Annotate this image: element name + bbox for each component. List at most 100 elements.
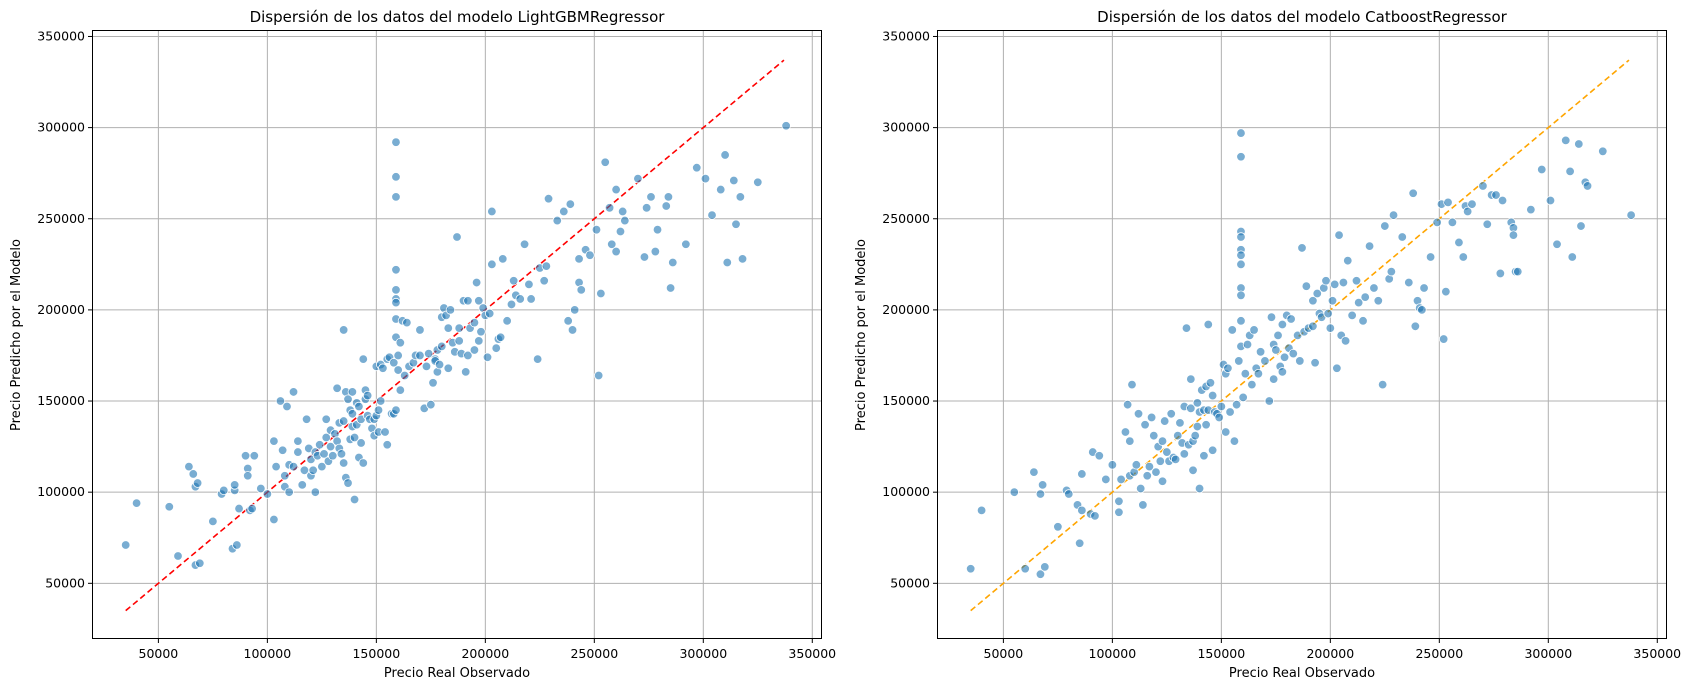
lightgbm-data-point bbox=[502, 316, 512, 326]
catboost-data-point bbox=[1419, 283, 1429, 293]
catboost-data-point bbox=[1234, 356, 1244, 366]
lightgbm-data-point bbox=[229, 480, 240, 490]
lightgbm-data-point bbox=[399, 370, 410, 381]
catboost-data-point bbox=[1388, 210, 1399, 220]
lightgbm-data-point bbox=[781, 121, 791, 131]
lightgbm-data-point bbox=[565, 199, 576, 209]
lightgbm-data-point bbox=[164, 502, 174, 512]
lightgbm-data-point bbox=[277, 445, 288, 455]
lightgbm-data-point bbox=[395, 338, 406, 348]
lightgbm-data-point bbox=[722, 257, 732, 268]
catboost-data-point bbox=[1175, 418, 1185, 428]
lightgbm-data-point bbox=[615, 226, 626, 237]
catboost-data-point bbox=[1397, 232, 1407, 242]
lightgbm-data-point bbox=[358, 458, 368, 468]
catboost-points bbox=[965, 128, 1636, 579]
catboost-data-point bbox=[1207, 390, 1218, 401]
lightgbm-data-point bbox=[393, 365, 403, 375]
catboost-data-point bbox=[1207, 445, 1218, 455]
catboost-data-point bbox=[1181, 323, 1192, 333]
lightgbm-data-point bbox=[661, 201, 671, 211]
lightgbm-data-point bbox=[402, 317, 412, 328]
lightgbm-data-point bbox=[737, 254, 748, 264]
lightgbm-data-point bbox=[574, 254, 584, 264]
lightgbm-data-point bbox=[633, 173, 643, 184]
catboost-data-point bbox=[1020, 564, 1030, 574]
lightgbm-data-point bbox=[476, 327, 486, 337]
catboost-data-point bbox=[1214, 412, 1224, 423]
catboost-data-point bbox=[1325, 323, 1336, 333]
catboost-data-point bbox=[1035, 489, 1046, 499]
lightgbm-data-point bbox=[349, 494, 360, 505]
catboost-data-point bbox=[1565, 166, 1575, 177]
lightgbm-data-point bbox=[120, 540, 131, 550]
lightgbm-data-point bbox=[443, 323, 453, 333]
catboost-data-point bbox=[1271, 345, 1281, 355]
lightgbm-data-point bbox=[243, 471, 253, 481]
lightgbm-data-point bbox=[668, 257, 678, 268]
catboost-data-point bbox=[1495, 268, 1506, 279]
lightgbm-data-point bbox=[498, 254, 508, 264]
catboost-data-point bbox=[1125, 436, 1135, 446]
lightgbm-data-point bbox=[376, 396, 386, 406]
lightgbm-data-point bbox=[256, 483, 266, 494]
catboost-data-point bbox=[1286, 314, 1296, 324]
lightgbm-data-point bbox=[753, 177, 763, 187]
lightgbm-y-axis-label: Precio Predicho por el Modelo bbox=[9, 239, 24, 431]
catboost-data-point bbox=[1037, 480, 1048, 490]
catboost-data-point bbox=[1301, 281, 1312, 291]
lightgbm-data-point bbox=[617, 206, 628, 217]
lightgbm-data-point bbox=[332, 383, 342, 393]
lightgbm-x-axis-label: Precio Real Observado bbox=[384, 666, 530, 681]
catboost-y-tick-label: 100000 bbox=[882, 484, 930, 499]
catboost-data-point bbox=[1188, 465, 1198, 476]
catboost-data-point bbox=[1410, 321, 1421, 331]
catboost-data-point bbox=[1194, 483, 1205, 494]
lightgbm-data-point bbox=[415, 350, 425, 361]
lightgbm-y-tick-label: 150000 bbox=[37, 393, 85, 408]
lightgbm-ticks: 50000 100000 150000 200000 250000 300000 35000… bbox=[37, 28, 836, 661]
catboost-data-point bbox=[1192, 398, 1203, 408]
lightgbm-data-point bbox=[506, 299, 517, 310]
catboost-data-point bbox=[1221, 427, 1231, 437]
lightgbm-data-point bbox=[426, 399, 436, 410]
lightgbm-data-point bbox=[641, 203, 652, 213]
catboost-data-point bbox=[1192, 421, 1203, 432]
catboost-data-point bbox=[1074, 538, 1085, 548]
lightgbm-data-point bbox=[567, 325, 578, 335]
lightgbm-data-point bbox=[524, 279, 534, 290]
lightgbm-data-point bbox=[474, 336, 484, 346]
catboost-data-point bbox=[1513, 266, 1523, 277]
catboost-data-point bbox=[1377, 379, 1388, 390]
lightgbm-data-point bbox=[131, 498, 142, 508]
lightgbm-data-point bbox=[317, 461, 327, 472]
catboost-data-point bbox=[1338, 277, 1349, 288]
lightgbm-data-point bbox=[570, 305, 580, 315]
catboost-data-point bbox=[1140, 420, 1150, 430]
catboost-data-point bbox=[1203, 319, 1213, 330]
lightgbm-y-tick-label: 250000 bbox=[37, 211, 85, 226]
lightgbm-data-point bbox=[349, 432, 360, 443]
catboost-x-tick-label: 50000 bbox=[984, 646, 1024, 661]
catboost-data-point bbox=[1151, 467, 1161, 477]
catboost-data-point bbox=[1107, 460, 1118, 470]
catboost-data-point bbox=[1255, 347, 1266, 357]
lightgbm-data-point bbox=[391, 297, 401, 308]
catboost-x-tick-label: 250000 bbox=[1415, 646, 1463, 661]
lightgbm-data-point bbox=[354, 401, 364, 412]
lightgbm-points bbox=[120, 121, 791, 570]
catboost-data-point bbox=[1497, 195, 1508, 206]
lightgbm-data-point bbox=[469, 317, 480, 328]
lightgbm-data-point bbox=[665, 283, 676, 293]
catboost-data-point bbox=[1323, 308, 1333, 319]
lightgbm-data-point bbox=[639, 252, 650, 262]
catboost-data-point bbox=[1236, 152, 1246, 162]
catboost-plot-frame bbox=[937, 30, 1667, 639]
lightgbm-data-point bbox=[308, 465, 318, 476]
lightgbm-data-point bbox=[543, 193, 554, 204]
catboost-data-point bbox=[1340, 336, 1351, 346]
lightgbm-data-point bbox=[700, 173, 711, 184]
catboost-x-tick-label: 150000 bbox=[1197, 646, 1245, 661]
lightgbm-data-point bbox=[600, 157, 610, 167]
lightgbm-data-point bbox=[297, 480, 307, 490]
